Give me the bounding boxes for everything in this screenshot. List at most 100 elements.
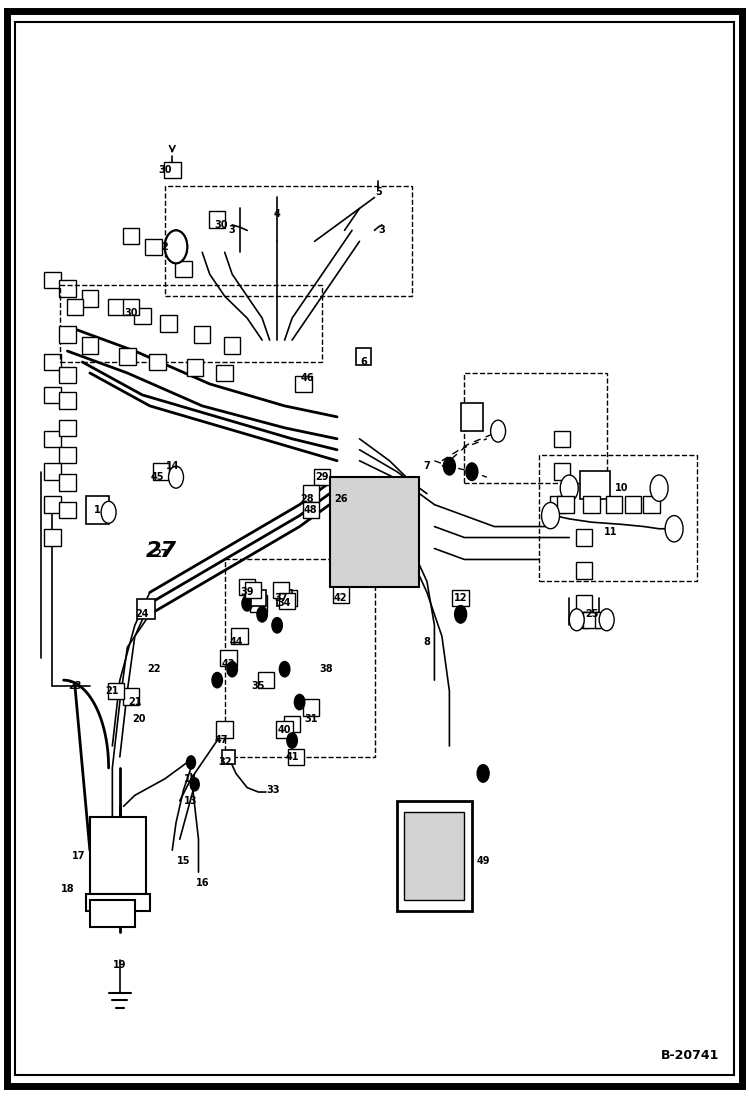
Bar [572, 612, 589, 627]
Text: 6: 6 [360, 357, 367, 367]
Text: 18: 18 [61, 883, 74, 894]
Text: 22: 22 [147, 664, 160, 675]
Text: 21: 21 [128, 697, 142, 708]
Text: 14: 14 [166, 461, 179, 472]
Circle shape [477, 765, 489, 782]
Bar [108, 298, 124, 316]
Bar [404, 812, 464, 900]
Circle shape [272, 618, 282, 633]
Bar [280, 589, 297, 606]
Bar [276, 722, 293, 737]
Bar [108, 682, 124, 700]
Bar [231, 627, 248, 645]
Text: 31: 31 [304, 713, 318, 724]
Text: 17: 17 [72, 850, 85, 861]
Bar [194, 327, 210, 342]
Text: 47: 47 [214, 735, 228, 746]
Bar [44, 463, 61, 480]
Text: 48: 48 [304, 505, 318, 516]
Bar [239, 579, 255, 595]
Text: 11: 11 [604, 527, 617, 538]
Bar [59, 419, 76, 436]
Bar [356, 348, 371, 364]
Bar [595, 612, 611, 627]
Bar [397, 801, 472, 911]
Bar [134, 307, 151, 325]
Bar [576, 562, 592, 579]
Bar [220, 649, 237, 667]
Circle shape [212, 672, 222, 688]
Bar [44, 386, 61, 403]
Bar [59, 448, 76, 463]
Text: 40: 40 [278, 724, 291, 735]
Circle shape [294, 694, 305, 710]
Bar [225, 559, 374, 757]
Text: 25: 25 [585, 609, 598, 620]
Bar [67, 298, 83, 316]
Bar [44, 271, 61, 287]
Text: 15: 15 [177, 856, 190, 867]
Text: 12: 12 [454, 592, 467, 603]
Circle shape [287, 733, 297, 748]
Bar [149, 353, 166, 371]
Text: 28: 28 [300, 494, 314, 505]
Bar [90, 817, 146, 894]
Text: 23: 23 [68, 680, 82, 691]
Text: 3: 3 [228, 225, 236, 236]
Bar [123, 227, 139, 244]
Circle shape [569, 609, 584, 631]
Bar [59, 474, 76, 490]
Text: 4: 4 [273, 208, 281, 219]
Bar [90, 900, 135, 927]
Bar [59, 280, 76, 296]
Bar [464, 373, 607, 483]
Bar [576, 595, 592, 612]
Bar [303, 700, 319, 716]
Text: 13: 13 [184, 795, 198, 806]
Bar [452, 589, 469, 606]
Text: 14: 14 [184, 773, 198, 784]
Bar [82, 290, 98, 306]
Circle shape [257, 607, 267, 622]
Circle shape [665, 516, 683, 542]
Bar [284, 715, 300, 733]
Bar [187, 359, 203, 375]
Bar [250, 595, 267, 612]
Bar [273, 581, 289, 599]
Text: 1: 1 [94, 505, 101, 516]
Bar [288, 748, 304, 766]
Bar [550, 496, 566, 512]
Text: 33: 33 [267, 784, 280, 795]
Bar [554, 463, 570, 480]
Circle shape [455, 606, 467, 623]
Bar [164, 161, 181, 178]
Bar [539, 455, 697, 581]
Bar [44, 529, 61, 545]
Bar [279, 592, 295, 610]
Text: 10: 10 [615, 483, 628, 494]
Bar [123, 689, 139, 705]
Text: 30: 30 [214, 219, 228, 230]
Bar [295, 375, 312, 392]
Text: 44: 44 [229, 636, 243, 647]
Text: 34: 34 [278, 598, 291, 609]
Circle shape [466, 463, 478, 480]
Text: 39: 39 [240, 587, 254, 598]
Circle shape [101, 501, 116, 523]
Text: 30: 30 [124, 307, 138, 318]
Bar [119, 348, 136, 364]
Text: 41: 41 [285, 751, 299, 762]
Circle shape [650, 475, 668, 501]
Text: 3: 3 [378, 225, 386, 236]
Bar [277, 590, 292, 606]
Bar [258, 671, 274, 689]
Circle shape [187, 756, 195, 769]
Bar [461, 403, 483, 430]
Text: 27: 27 [145, 541, 177, 561]
Bar [209, 211, 225, 228]
Bar [222, 750, 235, 764]
Bar [606, 496, 622, 512]
Text: 46: 46 [300, 373, 314, 384]
Circle shape [599, 609, 614, 631]
Bar [216, 722, 233, 737]
